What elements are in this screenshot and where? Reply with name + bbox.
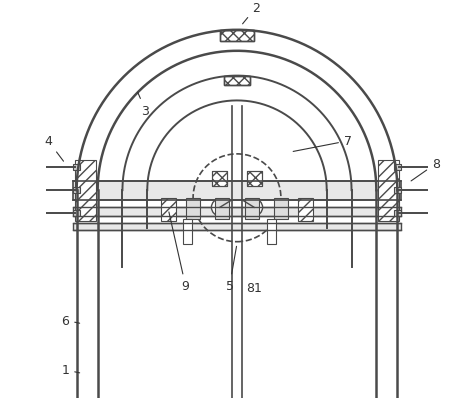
Bar (220, 31, 254, 42)
Text: 1: 1 (61, 363, 80, 377)
Text: 7: 7 (293, 135, 352, 152)
Bar (394, 188, 401, 194)
Circle shape (211, 199, 228, 216)
Bar (298, 198, 313, 221)
Bar (212, 172, 228, 187)
Bar (215, 198, 228, 219)
Bar (224, 77, 250, 86)
Bar (161, 198, 176, 221)
Bar (73, 188, 80, 194)
Bar (75, 160, 96, 221)
Bar (378, 160, 399, 221)
Bar (73, 211, 80, 217)
Circle shape (250, 204, 258, 212)
Bar (183, 219, 192, 244)
Text: 81: 81 (246, 282, 262, 295)
Text: 6: 6 (61, 314, 80, 327)
Text: 2: 2 (243, 2, 260, 25)
Text: 5: 5 (226, 247, 237, 293)
Bar (246, 172, 262, 187)
Bar (73, 181, 401, 200)
Bar (73, 207, 401, 216)
Text: 4: 4 (44, 135, 64, 162)
Bar (274, 198, 288, 219)
Text: 3: 3 (138, 93, 149, 117)
Text: 8: 8 (411, 158, 440, 182)
Bar (267, 219, 276, 244)
Bar (73, 165, 80, 171)
Circle shape (246, 199, 263, 216)
Bar (220, 31, 254, 42)
Bar (73, 223, 401, 231)
Text: 9: 9 (169, 213, 190, 293)
Circle shape (216, 204, 224, 212)
Bar (246, 198, 259, 219)
Bar (394, 165, 401, 171)
Bar (246, 172, 262, 187)
Bar (394, 211, 401, 217)
Bar (212, 172, 228, 187)
Bar (186, 198, 200, 219)
Bar (224, 77, 250, 86)
